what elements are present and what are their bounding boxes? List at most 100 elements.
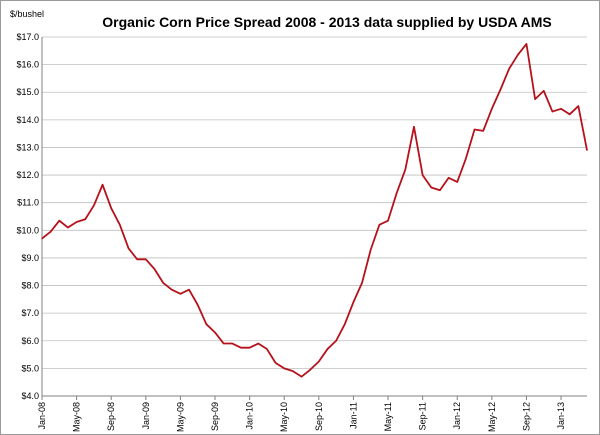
- data-point: [569, 113, 571, 115]
- data-point: [404, 168, 406, 171]
- data-point: [309, 369, 311, 371]
- data-point: [352, 301, 355, 303]
- y-tick-label: $16.0: [16, 60, 39, 70]
- data-point: [240, 347, 242, 349]
- data-point: [119, 224, 121, 226]
- data-point: [439, 189, 441, 191]
- data-point: [93, 204, 95, 207]
- data-point: [577, 105, 579, 107]
- data-point: [110, 207, 112, 209]
- data-point: [517, 54, 519, 56]
- data-point: [188, 289, 190, 291]
- data-point: [508, 68, 510, 70]
- chart-title: Organic Corn Price Spread 2008 - 2013 da…: [102, 14, 551, 30]
- data-point: [50, 231, 52, 233]
- data-point: [586, 149, 588, 151]
- data-point: [326, 348, 329, 350]
- data-point: [179, 293, 182, 295]
- data-point: [378, 224, 380, 226]
- data-point: [231, 342, 233, 345]
- y-tick-label: $8.0: [21, 281, 39, 291]
- x-tick-label: May-11: [383, 402, 393, 431]
- data-point: [447, 177, 450, 179]
- data-point: [318, 360, 320, 363]
- data-point: [473, 128, 476, 131]
- data-point: [551, 110, 553, 113]
- data-point: [413, 126, 415, 128]
- x-tick-label: May-09: [175, 402, 185, 432]
- y-tick-label: $12.0: [16, 170, 39, 180]
- data-point: [560, 108, 562, 110]
- x-axis-ticks: Jan-08 May-08 Sep-08 Jan-09 May-09 Sep-09 Jan-…: [37, 396, 566, 432]
- x-tick-label: Sep-08: [106, 402, 116, 431]
- y-tick-label: $13.0: [16, 142, 39, 152]
- x-tick-label: Jan-11: [348, 402, 358, 429]
- data-point: [249, 347, 251, 349]
- data-point: [145, 258, 147, 260]
- y-tick-label: $10.0: [16, 225, 39, 235]
- y-tick-label: $6.0: [21, 336, 39, 346]
- data-point: [491, 108, 493, 110]
- data-point: [430, 186, 432, 189]
- data-point: [136, 258, 138, 260]
- data-point: [525, 43, 528, 45]
- data-point: [534, 98, 536, 100]
- data-point: [482, 130, 484, 132]
- data-point: [84, 218, 86, 220]
- data-point: [361, 282, 363, 284]
- data-point: [162, 282, 164, 284]
- data-point: [41, 237, 43, 240]
- price-series-line: [41, 43, 588, 378]
- data-point: [76, 221, 78, 223]
- x-tick-label: Sep-10: [314, 402, 324, 431]
- data-point: [283, 367, 285, 369]
- data-point: [499, 88, 502, 91]
- y-axis-label: $/bushel: [10, 9, 44, 19]
- x-tick-label: Jan-12: [452, 402, 462, 430]
- data-point: [292, 370, 294, 372]
- data-point: [257, 342, 259, 345]
- y-tick-label: $5.0: [21, 363, 39, 373]
- data-point: [344, 323, 346, 325]
- data-point: [101, 184, 104, 186]
- data-point: [387, 220, 389, 222]
- data-point: [300, 376, 303, 378]
- data-point: [543, 90, 545, 92]
- gridlines: [42, 36, 587, 397]
- y-axis-ticks: $4.0 $5.0 $6.0 $7.0 $8.0 $9.0 $10.0 $11.0 $12.0 $…: [16, 32, 39, 401]
- x-tick-label: Sep-11: [418, 402, 428, 430]
- data-point: [67, 226, 69, 229]
- x-tick-label: May-10: [279, 402, 289, 432]
- data-point: [58, 220, 60, 222]
- x-tick-label: Sep-12: [521, 402, 531, 431]
- x-tick-label: May-12: [487, 402, 497, 432]
- x-tick-label: May-08: [72, 402, 82, 432]
- x-tick-label: Sep-09: [210, 402, 220, 431]
- x-tick-label: Jan-13: [556, 402, 566, 430]
- x-tick-label: Jan-08: [37, 402, 47, 430]
- x-tick-label: Jan-10: [245, 402, 255, 430]
- data-point: [370, 249, 372, 251]
- y-tick-label: $14.0: [16, 115, 39, 125]
- data-point: [422, 174, 424, 176]
- data-point: [456, 181, 458, 183]
- y-tick-label: $7.0: [21, 308, 39, 318]
- data-point: [335, 340, 337, 342]
- data-point: [127, 247, 130, 249]
- series-layer: [41, 43, 588, 378]
- data-point: [223, 342, 225, 345]
- y-tick-label: $9.0: [21, 253, 39, 263]
- y-tick-label: $17.0: [16, 32, 39, 42]
- x-tick-label: Jan-09: [141, 402, 151, 430]
- data-point: [465, 157, 467, 160]
- data-point: [153, 268, 156, 270]
- y-tick-label: $11.0: [17, 198, 39, 208]
- data-point: [274, 362, 277, 364]
- y-tick-label: $15.0: [16, 87, 39, 97]
- data-point: [214, 331, 216, 334]
- y-tick-label: $4.0: [21, 391, 39, 401]
- data-point: [197, 304, 199, 306]
- data-point: [205, 323, 207, 325]
